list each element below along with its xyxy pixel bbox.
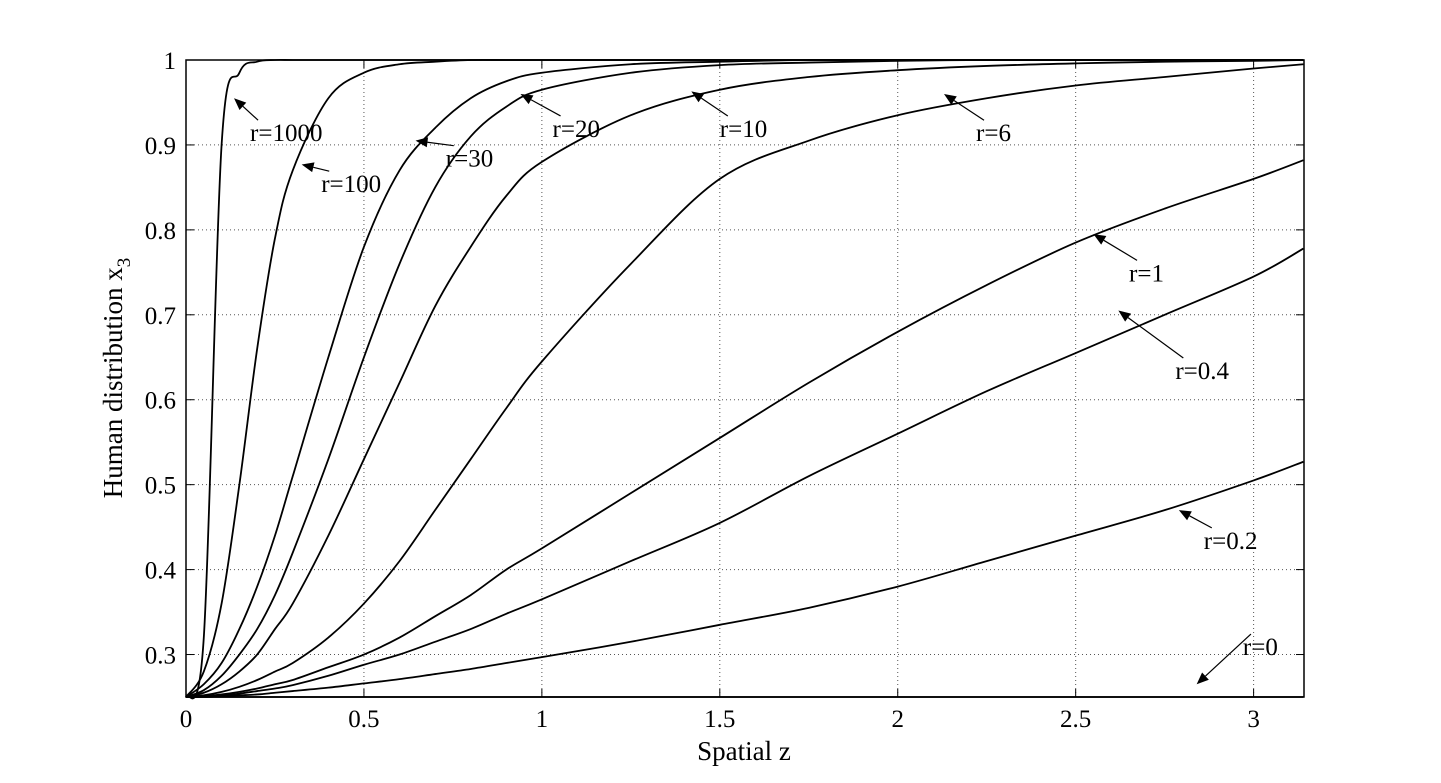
x-tick-label: 0.5 bbox=[348, 706, 379, 733]
annotation-arrow-line bbox=[1189, 515, 1213, 529]
y-tick-labels: 0.3 0.4 0.5 0.6 0.7 0.8 0.9 1 bbox=[145, 48, 1304, 670]
annotation-arrow-line bbox=[530, 99, 561, 117]
annotation-arrow-line bbox=[953, 100, 985, 121]
series-line-4 bbox=[185, 59, 1304, 698]
curve-annotation-label: r=0.4 bbox=[1175, 358, 1229, 385]
y-axis-label: Human distribution x3 bbox=[98, 258, 135, 499]
annotation-arrow-line bbox=[242, 105, 259, 121]
annotation-arrow-head bbox=[1118, 310, 1132, 322]
series-line-7 bbox=[185, 247, 1304, 698]
series-lines bbox=[185, 58, 1304, 700]
annotation-arrow-head bbox=[691, 91, 705, 103]
curve-annotation-label: r=30 bbox=[446, 146, 493, 173]
y-tick-label: 0.7 bbox=[145, 303, 176, 330]
annotation-arrow-line bbox=[700, 97, 729, 117]
curve-annotation-label: r=100 bbox=[321, 171, 381, 198]
curve-annotation-label: r=1 bbox=[1129, 260, 1164, 287]
y-tick-label: 0.4 bbox=[145, 558, 177, 585]
series-line-3 bbox=[185, 59, 1304, 698]
curve-annotation-label: r=0 bbox=[1243, 634, 1278, 661]
annotation-arrow-line bbox=[313, 166, 330, 172]
x-tick-labels: 0 0.5 1 1.5 2 2.5 3 bbox=[180, 60, 1260, 733]
y-tick-label: 0.3 bbox=[145, 643, 176, 670]
y-tick-label: 1 bbox=[164, 48, 177, 75]
annotation-arrow-line bbox=[1127, 317, 1184, 359]
y-tick-label: 0.9 bbox=[145, 133, 176, 160]
series-line-0 bbox=[185, 58, 1304, 700]
y-axis-label-subscript: 3 bbox=[114, 258, 135, 268]
plot-frame bbox=[185, 59, 1305, 698]
annotation-arrow-head bbox=[520, 93, 534, 105]
y-tick-label: 0.5 bbox=[145, 473, 176, 500]
x-tick-label: 0 bbox=[180, 706, 193, 733]
annotation-arrow-head bbox=[415, 137, 429, 148]
y-tick-label: 0.8 bbox=[145, 218, 176, 245]
curve-annotation-label: r=6 bbox=[976, 120, 1011, 147]
series-line-8 bbox=[185, 460, 1304, 698]
y-axis-label-main: Human distribution x bbox=[98, 267, 128, 498]
annotation-arrow-line bbox=[1103, 239, 1138, 261]
x-tick-label: 1 bbox=[536, 706, 549, 733]
curve-annotation-label: r=20 bbox=[553, 116, 600, 143]
curve-annotation-label: r=10 bbox=[720, 116, 767, 143]
x-tick-label: 2.5 bbox=[1060, 706, 1091, 733]
x-tick-label: 2 bbox=[891, 706, 904, 733]
x-tick-label: 1.5 bbox=[704, 706, 735, 733]
x-axis-label: Spatial z bbox=[697, 736, 791, 766]
annotation-arrow-head bbox=[1178, 510, 1192, 521]
grid-lines bbox=[186, 60, 1304, 697]
y-tick-label: 0.6 bbox=[145, 388, 176, 415]
x-tick-label: 3 bbox=[1247, 706, 1260, 733]
curve-annotation-label: r=1000 bbox=[250, 120, 322, 147]
annotation-arrow-head bbox=[234, 98, 247, 111]
annotation-arrow-head bbox=[1196, 672, 1209, 685]
annotation-arrow-line bbox=[427, 141, 454, 147]
series-line-5 bbox=[185, 63, 1304, 698]
curve-annotations: r=1000 r=100 r=30 r=20 r=10 r=6 r=1 r=0.4 r=0.2 r… bbox=[234, 91, 1278, 685]
annotation-arrow-head bbox=[944, 93, 957, 105]
series-line-1 bbox=[185, 58, 1304, 698]
annotation-arrow-line bbox=[1205, 633, 1252, 677]
annotation-arrow-head bbox=[1093, 234, 1107, 245]
series-line-6 bbox=[185, 159, 1304, 698]
annotation-arrow-head bbox=[301, 162, 315, 173]
series-line-2 bbox=[185, 58, 1304, 698]
curve-annotation-label: r=0.2 bbox=[1204, 528, 1258, 555]
